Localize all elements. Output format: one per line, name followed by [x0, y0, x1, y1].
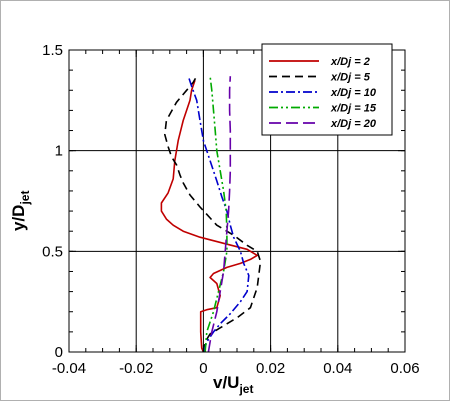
series-line-3 — [187, 75, 250, 353]
x-tick-label: 0.06 — [390, 360, 419, 377]
legend-box — [261, 43, 393, 136]
y-tick-labels: 0 0.5 1 1.5 — [42, 42, 63, 361]
y-tick-label: 1.5 — [42, 42, 63, 59]
legend-label-1: x/Dj = 2 — [330, 56, 370, 68]
x-tick-label: 0.04 — [323, 360, 352, 377]
x-tick-labels: -0.04 -0.02 0 0.02 0.04 0.06 — [52, 360, 420, 377]
x-axis-label: v/Ujet — [213, 373, 253, 396]
series-line-2 — [164, 75, 262, 353]
y-axis-label-subscript: jet — [18, 191, 32, 206]
legend-label-5: x/Dj = 20 — [330, 118, 377, 130]
x-tick-label: -0.04 — [52, 360, 86, 377]
series-line-4 — [204, 76, 228, 353]
x-axis-label-subscript: jet — [238, 382, 253, 396]
x-tick-label: 0.02 — [256, 360, 285, 377]
y-tick-label: 0 — [55, 344, 63, 361]
series-line-5 — [207, 76, 232, 353]
x-tick-label: 0 — [199, 360, 207, 377]
legend: x/Dj = 2 x/Dj = 5 x/Dj = 10 x/Dj = 15 x/Dj =… — [261, 43, 393, 136]
legend-label-2: x/Dj = 5 — [330, 72, 371, 84]
y-tick-label: 0.5 — [42, 243, 63, 260]
series-lines — [160, 75, 262, 353]
y-axis-label-main: y/D — [9, 205, 28, 231]
legend-label-4: x/Dj = 15 — [330, 103, 377, 115]
x-axis-label-main: v/U — [213, 373, 239, 392]
y-tick-label: 1 — [55, 143, 63, 160]
y-axis-label: y/Djet — [9, 191, 32, 231]
legend-label-3: x/Dj = 10 — [330, 87, 377, 99]
x-tick-label: -0.02 — [119, 360, 153, 377]
